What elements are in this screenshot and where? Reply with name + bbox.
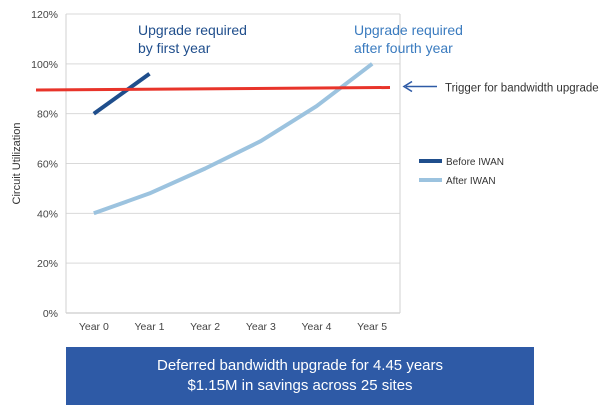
y-tick-label: 80% <box>37 109 58 121</box>
x-tick-label: Year 3 <box>246 321 276 333</box>
y-tick-label: 100% <box>31 59 58 71</box>
series-lines <box>92 62 374 216</box>
x-tick-label: Year 0 <box>79 321 109 333</box>
threshold-arrow-icon <box>402 80 437 93</box>
annotation-line: Upgrade required <box>354 22 463 38</box>
x-tick-label: Year 5 <box>357 321 387 333</box>
arrow-head <box>402 80 413 93</box>
x-tick-label: Year 1 <box>135 321 165 333</box>
legend-label: After IWAN <box>446 176 496 187</box>
annotations: Upgrade required by first year Upgrade req… <box>138 22 463 56</box>
y-tick-label: 120% <box>31 9 58 21</box>
x-tick-label: Year 2 <box>190 321 220 333</box>
threshold-label: Trigger for bandwidth upgrade <box>445 83 599 95</box>
y-tick-label: 40% <box>37 208 58 220</box>
legend: Before IWAN After IWAN <box>419 157 504 187</box>
banner-line-1: Deferred bandwidth upgrade for 4.45 year… <box>156 357 443 374</box>
savings-banner: Deferred bandwidth upgrade for 4.45 year… <box>66 347 534 405</box>
banner-line-2: $1.15M in savings across 25 sites <box>187 377 413 394</box>
y-tick-label: 60% <box>37 159 58 171</box>
annotation-line: by first year <box>138 40 211 56</box>
y-tick-labels: 0% 20% 40% 60% 80% 100% 120% <box>31 9 58 320</box>
series-line <box>92 72 151 116</box>
x-tick-labels: Year 0 Year 1 Year 2 Year 3 Year 4 Year 5 <box>79 321 387 333</box>
annotation-line: Upgrade required <box>138 22 247 38</box>
series-line <box>93 62 374 216</box>
y-tick-label: 0% <box>43 308 58 320</box>
y-tick-label: 20% <box>37 258 58 270</box>
x-tick-label: Year 4 <box>302 321 332 333</box>
legend-label: Before IWAN <box>446 157 504 168</box>
threshold-line <box>35 86 391 92</box>
y-axis-label: Circuit Utilization <box>11 123 23 205</box>
annotation-line: after fourth year <box>354 40 453 56</box>
gridlines <box>66 13 400 314</box>
